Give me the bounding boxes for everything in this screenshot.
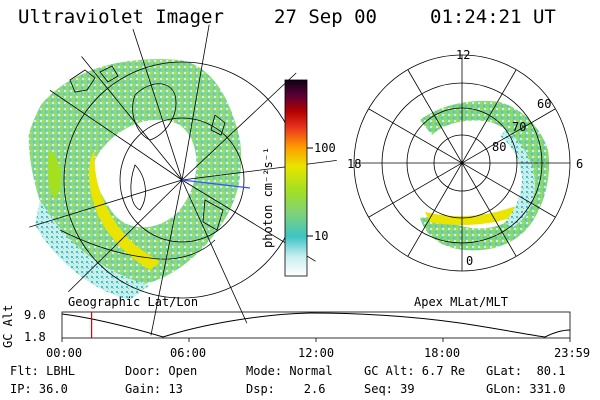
colorbar (284, 79, 308, 277)
status-ip: IP: 36.0 (10, 382, 68, 396)
altitude-ymin: 1.8 (24, 330, 46, 344)
colorbar-label-100: 100 (314, 141, 336, 155)
altitude-ymax: 9.0 (24, 308, 46, 322)
aurora-arc-dusk (88, 150, 160, 270)
status-gc-alt: GC Alt: 6.7 Re (364, 364, 466, 378)
status-glon: GLon: 331.0 (486, 382, 566, 396)
mlt-label-18: 18 (347, 157, 362, 171)
altitude-xtick-0: 00:00 (46, 346, 83, 360)
status-dsp: Dsp: 2.6 (246, 382, 326, 396)
mlt-spokes (354, 55, 570, 271)
altitude-xtick-4: 23:59 (554, 346, 591, 360)
altitude-ylabel: GC Alt (1, 304, 15, 348)
image-time: 01:24:21 UT (430, 6, 556, 28)
mlat-label-60: 60 (537, 97, 552, 111)
mlt-label-0: 0 (466, 254, 474, 268)
status-seq: Seq: 39 (364, 382, 415, 396)
apex-caption: Apex MLat/MLT (414, 295, 508, 309)
coastline-arctic-islands (69, 65, 226, 231)
mlat-label-80: 80 (492, 140, 507, 154)
altitude-xtick-1: 06:00 (170, 346, 207, 360)
status-door: Door: Open (125, 364, 198, 378)
apex-aurora-bright-arc (425, 206, 525, 226)
altitude-plot-frame (61, 311, 571, 339)
coastline-continent (59, 229, 216, 260)
colorbar-unit-label: photon cm⁻²s⁻¹ (261, 146, 275, 248)
status-gain: Gain: 13 (125, 382, 183, 396)
status-filter: Flt: LBHL (10, 364, 76, 378)
image-date: 27 Sep 00 (274, 6, 377, 28)
altitude-axis-ticks (61, 338, 571, 342)
status-glat: GLat: 80.1 (486, 364, 566, 378)
geographic-caption: Geographic Lat/Lon (68, 295, 199, 309)
lat-circle-80 (119, 117, 245, 243)
apex-aurora-diffuse (500, 130, 535, 228)
altitude-curve (61, 312, 571, 338)
altitude-xtick-3: 18:00 (424, 346, 461, 360)
coastline-europe (130, 164, 146, 211)
mlat-label-70: 70 (512, 120, 527, 134)
apex-panel (353, 54, 571, 272)
aurora-patch-west (47, 150, 62, 200)
altitude-xtick-2: 12:00 (298, 346, 335, 360)
terminator-line (181, 179, 251, 189)
colorbar-label-10: 10 (314, 229, 329, 243)
instrument-title: Ultraviolet Imager (18, 6, 224, 28)
mlt-label-12: 12 (456, 48, 471, 62)
aurora-emission-oval (28, 59, 242, 286)
mlt-label-6: 6 (576, 157, 584, 171)
status-mode: Mode: Normal (246, 364, 333, 378)
